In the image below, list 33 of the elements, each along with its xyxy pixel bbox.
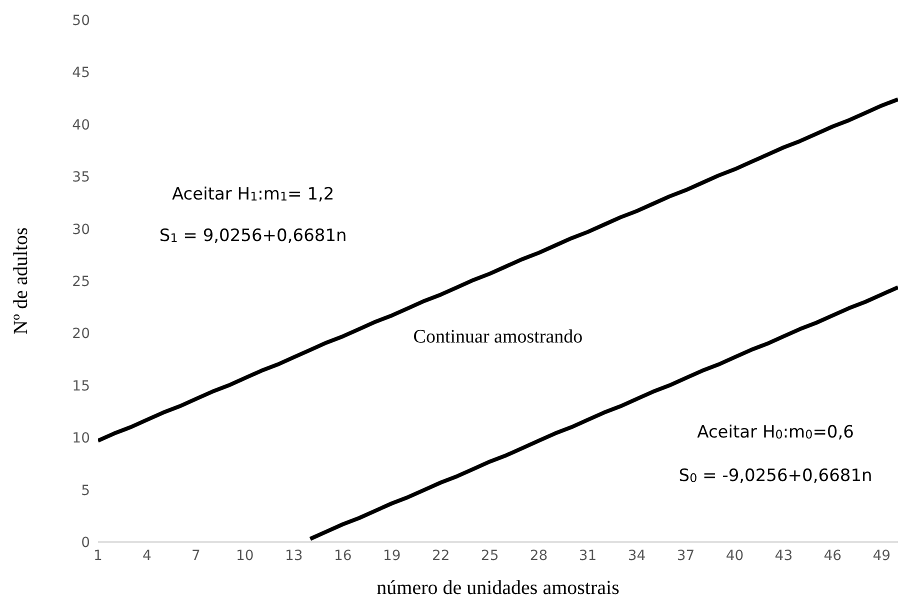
line-series (98, 97, 898, 443)
x-tick-label: 43 (774, 548, 793, 564)
y-tick-label: 35 (72, 170, 90, 186)
x-tick-label: 22 (432, 548, 450, 564)
y-tick-label: 5 (81, 482, 90, 499)
y-tick-label: 45 (72, 65, 90, 82)
x-tick-label: 37 (676, 548, 695, 564)
y-tick-label: 25 (72, 274, 90, 290)
x-tick-label: 13 (285, 548, 303, 564)
x-tick-label: 10 (236, 548, 254, 564)
x-tick-label: 4 (142, 548, 152, 564)
x-tick-label: 19 (382, 548, 401, 564)
y-tick-label: 30 (72, 222, 90, 238)
x-tick-label: 7 (192, 548, 200, 564)
x-axis-title: número de unidades amostrais (376, 577, 620, 599)
line-series (308, 285, 898, 541)
x-tick-label: 49 (872, 548, 891, 564)
x-tick-label: 34 (628, 548, 646, 564)
y-tick-label: 20 (72, 326, 90, 342)
y-tick-label: 0 (81, 534, 90, 551)
y-tick-label: 15 (72, 378, 90, 394)
y-tick-label: 10 (72, 430, 90, 447)
x-tick-label: 28 (530, 548, 548, 564)
x-tick-label: 1 (94, 548, 102, 564)
x-tick-label: 46 (824, 548, 842, 564)
x-tick-label: 40 (726, 548, 744, 564)
y-axis-title: Nº de adultos (10, 227, 32, 335)
x-tick-label: 16 (334, 548, 352, 564)
x-tick-label: 31 (578, 548, 597, 564)
annotation: Continuar amostrando (413, 326, 583, 348)
x-tick-label: 25 (480, 548, 499, 564)
y-tick-label: 50 (72, 12, 90, 29)
y-tick-label: 40 (72, 117, 90, 134)
